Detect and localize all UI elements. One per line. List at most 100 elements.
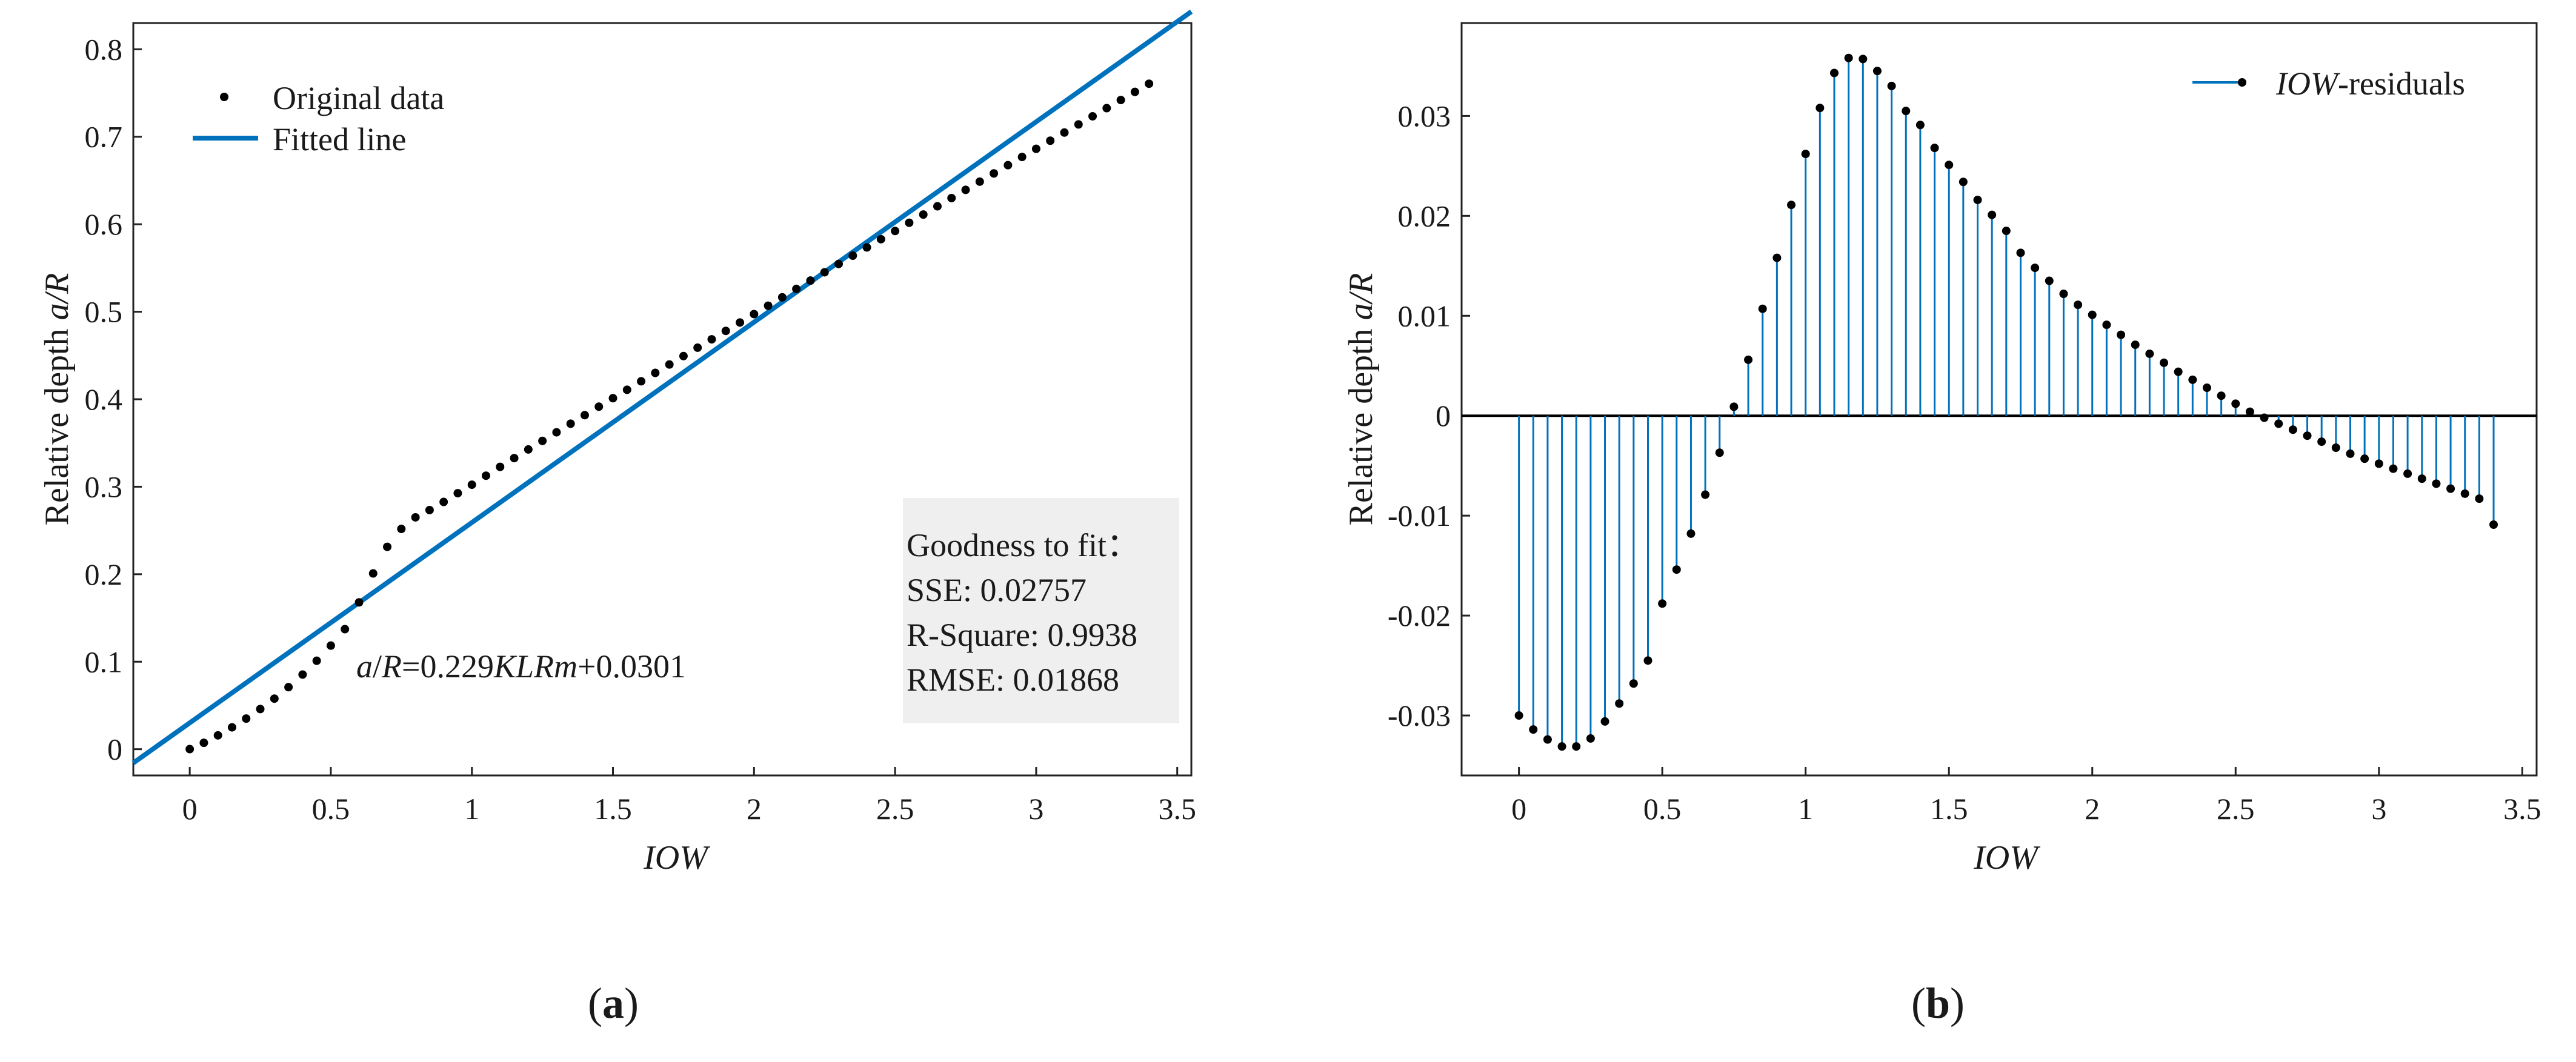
- original-data-point: [990, 169, 999, 178]
- residual-point: [1887, 81, 1896, 90]
- panel-label-b-letter: b: [1926, 979, 1950, 1027]
- residual-point: [1744, 355, 1753, 364]
- fitted-line-layer: [131, 9, 1193, 765]
- residual-point: [2475, 494, 2484, 503]
- b-ytick-label: -0.02: [1388, 599, 1451, 632]
- y-ticks-b: -0.03 -0.02 -0.01 0 0.01 0.02 0.03: [1388, 99, 1470, 732]
- panel-label-a: (a): [588, 979, 639, 1027]
- residual-point: [1915, 121, 1925, 130]
- x-ticks-a: 0 0.5 1 1.5 2 2.5 3 3.5: [182, 767, 1196, 826]
- original-data-point: [453, 489, 462, 498]
- original-data-point: [707, 335, 716, 344]
- original-data-point: [820, 268, 829, 277]
- gof-rmse: RMSE: 0.01868: [907, 662, 1119, 698]
- residual-point: [2231, 399, 2240, 408]
- residual-point: [1729, 402, 1739, 411]
- gof-rsquare: R-Square: 0.9938: [907, 617, 1137, 653]
- residual-point: [2059, 289, 2068, 298]
- a-xtick-label: 2: [747, 792, 762, 826]
- residual-point: [2489, 520, 2498, 529]
- b-xtick-label: 3: [2371, 792, 2386, 826]
- residual-point: [1629, 679, 1638, 688]
- residual-point: [1859, 55, 1868, 64]
- a-xtick-label: 3.5: [1158, 792, 1196, 826]
- eq-slash: /: [373, 648, 382, 685]
- residual-point: [1787, 201, 1796, 210]
- original-data-point: [566, 419, 575, 428]
- original-data-point: [947, 193, 956, 202]
- original-data-point: [1017, 153, 1027, 162]
- original-data-point: [524, 445, 533, 454]
- y-axis-label-b-var: a/R: [1342, 273, 1380, 320]
- original-data-point: [919, 210, 928, 219]
- residual-point: [1658, 599, 1667, 608]
- residual-point: [1643, 656, 1652, 665]
- residual-point: [2174, 367, 2183, 376]
- original-data-point: [693, 343, 702, 352]
- original-data-point: [326, 641, 335, 650]
- original-data-point: [961, 185, 970, 194]
- a-xtick-label: 2.5: [876, 792, 914, 826]
- original-data-point: [1046, 136, 1055, 145]
- residual-point: [2331, 443, 2340, 452]
- original-data-point: [905, 218, 914, 227]
- residual-point: [1701, 490, 1710, 499]
- original-data-point: [750, 310, 759, 319]
- a-ytick-label: 0.7: [85, 120, 123, 154]
- residual-point: [1672, 565, 1681, 574]
- original-data-point: [834, 259, 843, 268]
- original-data-point: [1130, 87, 1139, 96]
- x-axis-label-b: IOW: [1973, 839, 2040, 877]
- b-ytick-label: 0: [1436, 399, 1451, 433]
- a-ytick-label: 0.4: [85, 382, 123, 416]
- legend-label-fitted-line: Fitted line: [273, 121, 406, 158]
- residual-point: [2346, 449, 2355, 458]
- original-data-point: [1074, 120, 1083, 129]
- residual-point: [2288, 425, 2297, 434]
- plot-frame-b: [1460, 22, 2538, 777]
- residual-point: [1959, 178, 1968, 187]
- original-data-point: [1003, 161, 1013, 170]
- original-data-point: [510, 454, 519, 463]
- residual-point: [2202, 383, 2211, 393]
- b-xtick-label: 0: [1511, 792, 1526, 826]
- residual-point: [2016, 248, 2025, 257]
- residual-point: [2303, 431, 2312, 440]
- b-xtick-label: 1: [1798, 792, 1813, 826]
- a-ytick-label: 0.5: [85, 295, 123, 329]
- b-ytick-label: 0.02: [1398, 199, 1451, 233]
- original-data-point: [1031, 144, 1040, 153]
- x-axis-label-a: IOW: [643, 839, 710, 877]
- residual-point: [1572, 742, 1581, 751]
- original-data-point: [312, 656, 321, 665]
- original-data-point: [580, 411, 589, 420]
- a-ytick-label: 0.6: [85, 207, 123, 241]
- original-data-point: [354, 598, 364, 607]
- residual-point: [2117, 330, 2126, 339]
- original-data-point: [679, 351, 688, 360]
- original-data-point: [467, 480, 476, 490]
- residual-point: [1686, 529, 1696, 538]
- a-xtick-label: 3: [1028, 792, 1043, 826]
- legend-label-original-data: Original data: [273, 80, 444, 116]
- residual-point: [1930, 144, 1939, 153]
- residual-point: [2131, 340, 2140, 350]
- original-data-point: [227, 723, 236, 732]
- residual-point: [2389, 464, 2398, 473]
- original-data-point: [1060, 128, 1069, 137]
- original-data-point: [397, 525, 406, 534]
- legend-b: IOW-residuals: [2192, 65, 2465, 102]
- x-ticks-b: 0 0.5 1 1.5 2 2.5 3 3.5: [1511, 767, 2541, 826]
- b-xtick-label: 3.5: [2503, 792, 2541, 826]
- eq-var-klrm: KLRm: [493, 648, 577, 685]
- original-data-point: [792, 284, 801, 293]
- original-data-point: [862, 243, 871, 252]
- residual-point: [2245, 407, 2254, 416]
- original-data-point: [482, 471, 490, 480]
- residual-point: [1829, 68, 1839, 78]
- original-data-point: [933, 202, 942, 211]
- original-data-point: [622, 385, 631, 394]
- residual-point: [2374, 459, 2383, 468]
- original-data-point: [736, 318, 745, 327]
- legend-marker-original-data: [220, 93, 228, 101]
